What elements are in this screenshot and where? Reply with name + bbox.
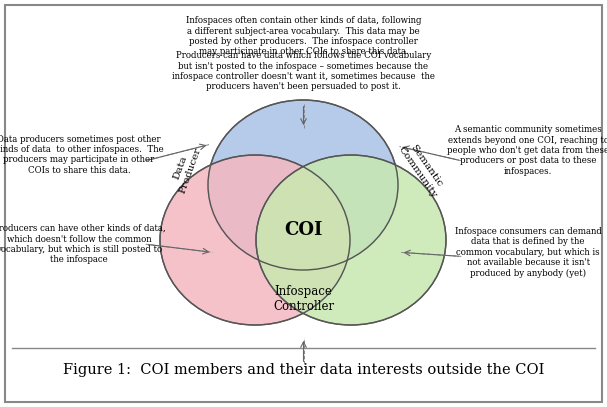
Ellipse shape — [256, 155, 446, 325]
Text: Infospace
Controller: Infospace Controller — [273, 285, 334, 313]
Text: Data
Producer: Data Producer — [168, 143, 203, 195]
Text: Figure 1:  COI members and their data interests outside the COI: Figure 1: COI members and their data int… — [63, 363, 544, 377]
Text: Producers can have other kinds of data,
which doesn't follow the common
vocabula: Producers can have other kinds of data, … — [0, 224, 165, 264]
Ellipse shape — [160, 155, 350, 325]
Text: Data producers sometimes post other
kinds of data  to other infospaces.  The
pro: Data producers sometimes post other kind… — [0, 135, 163, 175]
Text: COI: COI — [284, 221, 323, 239]
Text: Semantic
Community: Semantic Community — [396, 138, 447, 199]
Text: Infospaces often contain other kinds of data, following
a different subject-area: Infospaces often contain other kinds of … — [186, 16, 421, 57]
Ellipse shape — [208, 100, 398, 270]
Text: A semantic community sometimes
extends beyond one COI, reaching to
people who do: A semantic community sometimes extends b… — [447, 125, 607, 176]
Text: Infospace consumers can demand
data that is defined by the
common vocabulary, bu: Infospace consumers can demand data that… — [455, 227, 602, 278]
Text: Producers can have data which follows the COI vocabulary
but isn't posted to the: Producers can have data which follows th… — [172, 51, 435, 91]
